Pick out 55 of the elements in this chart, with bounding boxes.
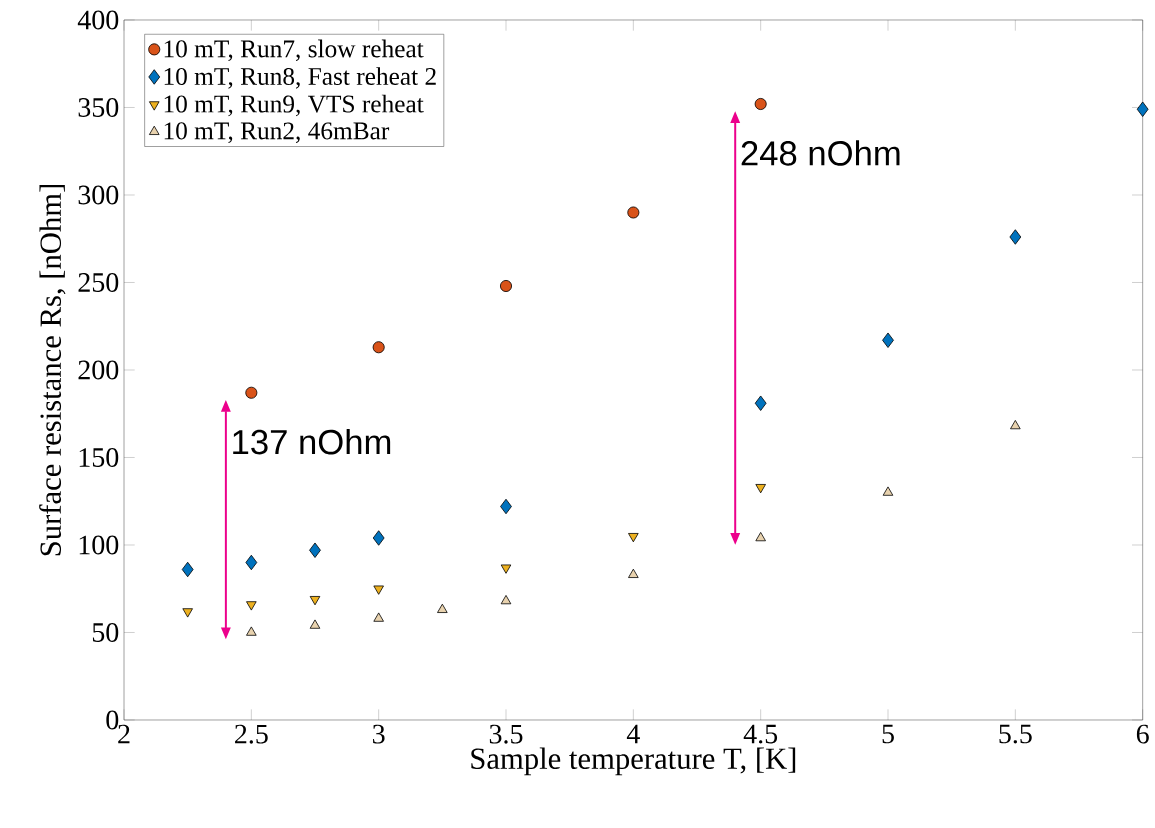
point — [309, 619, 321, 629]
point — [245, 554, 258, 571]
x-tick-label: 4 — [626, 724, 640, 744]
y-tick-label: 50 — [92, 623, 119, 642]
point — [882, 486, 894, 496]
legend-label: 10 mT, Run2, 46mBar — [164, 122, 390, 144]
annotation: 137 nOhm — [233, 428, 391, 455]
point — [181, 561, 194, 578]
y-tick-label: 200 — [78, 360, 119, 380]
y-tick-label: 350 — [78, 98, 119, 117]
point — [500, 564, 512, 574]
y-tick-label: 400 — [77, 10, 119, 30]
x-axis-title: Sample temperature T, [K] — [471, 747, 796, 776]
point — [246, 601, 257, 611]
y-axis-title: Surface resistance Rs, [nOhm] — [39, 184, 66, 556]
x-tick-label: 5.5 — [999, 724, 1032, 744]
x-tick-label: 6 — [1136, 724, 1149, 744]
x-tick-label: 3.5 — [489, 724, 523, 744]
x-tick-label: 3 — [373, 724, 385, 744]
y-tick-label: 0 — [106, 710, 119, 730]
point — [1009, 229, 1022, 245]
point — [754, 395, 767, 411]
point — [309, 596, 321, 606]
point — [755, 532, 766, 542]
point — [628, 568, 639, 578]
y-tick-label: 150 — [79, 448, 119, 467]
point — [755, 484, 766, 494]
point — [372, 341, 385, 354]
y-tick-label: 300 — [78, 185, 119, 205]
y-tick-label: 250 — [78, 273, 119, 292]
point — [628, 533, 639, 543]
point — [372, 530, 385, 546]
point — [373, 585, 384, 595]
legend-label: 10 mT, Run7, slow reheat — [164, 39, 424, 62]
point — [627, 206, 640, 219]
point — [245, 386, 258, 399]
x-tick-label: 5 — [882, 724, 894, 744]
x-tick-label: 4.5 — [743, 724, 778, 744]
point — [500, 498, 512, 515]
y-tick-label: 100 — [79, 535, 119, 555]
x-tick-label: 2.5 — [235, 724, 268, 744]
point — [373, 612, 384, 622]
point — [1010, 419, 1021, 430]
point — [500, 279, 513, 292]
x-tick-label: 2 — [118, 724, 130, 744]
point — [182, 608, 193, 618]
point — [882, 332, 894, 348]
point — [437, 603, 448, 613]
annotation: 248 nOhm — [741, 140, 900, 166]
legend-label: 10 mT, Run9, VTS reheat — [164, 94, 424, 117]
point — [246, 626, 257, 636]
point — [309, 542, 321, 558]
point — [754, 97, 767, 110]
legend-label: 10 mT, Run8, Fast reheat 2 — [164, 67, 436, 89]
point — [500, 595, 512, 605]
